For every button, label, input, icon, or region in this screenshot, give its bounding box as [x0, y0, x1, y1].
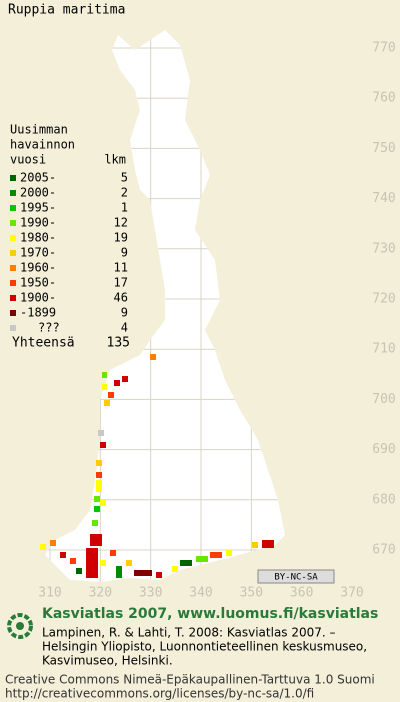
- legend-swatch: [10, 175, 16, 181]
- legend-count: 4: [121, 321, 128, 335]
- legend-count: 5: [121, 171, 128, 185]
- license: Creative Commons Nimeä-Epäkaupallinen-Ta…: [5, 673, 375, 687]
- legend-label: 1950-: [20, 276, 56, 290]
- legend-count: 46: [114, 291, 128, 305]
- east-label: 310: [38, 586, 61, 601]
- east-label: 350: [240, 586, 263, 601]
- legend-count: 12: [114, 216, 128, 230]
- citation: Kasvimuseo, Helsinki.: [42, 654, 173, 668]
- north-label: 670: [372, 543, 395, 558]
- legend-column: vuosi: [10, 153, 46, 167]
- badge-text: BY-NC-SA: [274, 573, 318, 583]
- north-label: 710: [372, 342, 395, 357]
- license: http://creativecommons.org/licenses/by-n…: [5, 687, 314, 701]
- legend-swatch: [10, 190, 16, 196]
- legend-label: 1900-: [20, 291, 56, 305]
- legend-swatch: [10, 250, 16, 256]
- legend-label: 1995-: [20, 201, 56, 215]
- legend-count: 19: [114, 231, 128, 245]
- north-label: 760: [372, 91, 395, 106]
- legend-count: 2: [121, 186, 128, 200]
- legend-label: 1960-: [20, 261, 56, 275]
- east-label: 370: [340, 586, 363, 601]
- citation: Lampinen, R. & Lahti, T. 2008: Kasviatla…: [42, 626, 336, 640]
- legend-swatch: [10, 235, 16, 241]
- east-label: 320: [89, 586, 112, 601]
- north-label: 750: [372, 141, 395, 156]
- legend-swatch: [10, 280, 16, 286]
- legend-swatch: [10, 205, 16, 211]
- legend-count: 9: [121, 306, 128, 320]
- north-label: 700: [372, 392, 395, 407]
- legend-count: 17: [114, 276, 128, 290]
- north-label: 730: [372, 241, 395, 256]
- legend-heading: Uusimman: [10, 123, 68, 137]
- east-label: 340: [189, 586, 212, 601]
- legend-heading: havainnon: [10, 138, 75, 152]
- legend-swatch: [10, 295, 16, 301]
- legend-swatch: [10, 310, 16, 316]
- north-label: 740: [372, 191, 395, 206]
- north-label: 680: [372, 492, 395, 507]
- citation: Helsingin Yliopisto, Luonnontieteellinen…: [42, 640, 367, 654]
- north-label: 770: [372, 41, 395, 56]
- north-label: 720: [372, 292, 395, 307]
- legend-label: ???: [38, 321, 60, 335]
- title: Ruppia maritima: [8, 3, 125, 18]
- east-label: 360: [290, 586, 313, 601]
- site: Kasviatlas 2007, www.luomus.fi/kasviatla…: [42, 606, 378, 622]
- legend-column: lkm: [104, 153, 126, 167]
- total-label: Yhteensä: [12, 336, 75, 351]
- legend-label: 2000-: [20, 186, 56, 200]
- legend-label: 1990-: [20, 216, 56, 230]
- legend-count: 11: [114, 261, 128, 275]
- legend-swatch: [10, 325, 16, 331]
- legend: Uusimman havainnon vuosi lkm Yhteensä 13…: [10, 123, 130, 351]
- logo: [7, 613, 33, 639]
- legend-label: -1899: [20, 306, 56, 320]
- legend-swatch: [10, 265, 16, 271]
- legend-label: 2005-: [20, 171, 56, 185]
- legend-label: 1980-: [20, 231, 56, 245]
- legend-swatch: [10, 220, 16, 226]
- north-label: 690: [372, 442, 395, 457]
- east-label: 330: [139, 586, 162, 601]
- legend-count: 9: [121, 246, 128, 260]
- legend-count: 1: [121, 201, 128, 215]
- license-badge: BY-NC-SA: [257, 569, 335, 584]
- total: 135: [107, 336, 130, 351]
- observations: [40, 354, 274, 578]
- legend-label: 1970-: [20, 246, 56, 260]
